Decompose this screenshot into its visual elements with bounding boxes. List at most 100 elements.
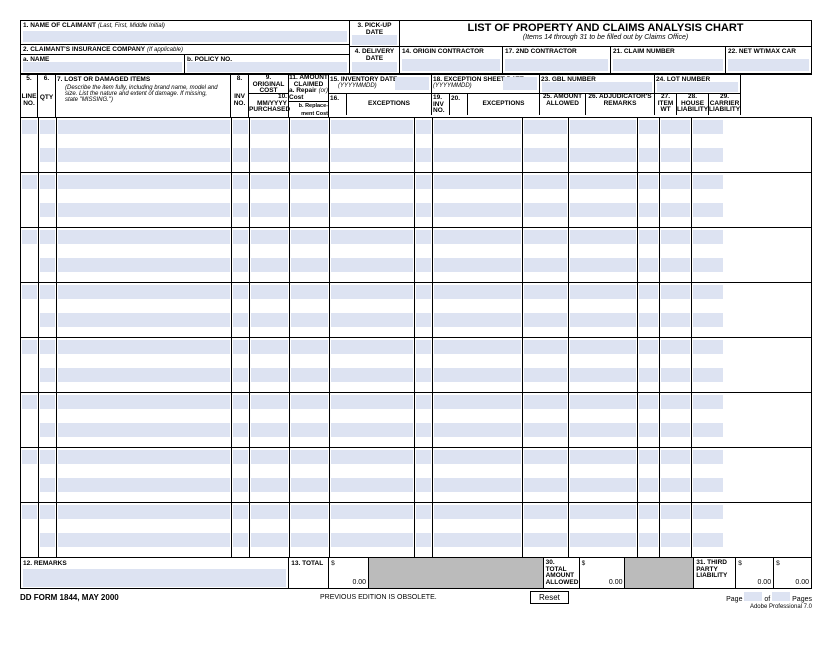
cell[interactable] bbox=[57, 118, 232, 172]
cell[interactable] bbox=[232, 173, 250, 227]
cell[interactable] bbox=[290, 393, 330, 447]
cell[interactable] bbox=[21, 503, 39, 557]
cell[interactable] bbox=[39, 173, 57, 227]
cell[interactable] bbox=[290, 283, 330, 337]
cell[interactable] bbox=[232, 283, 250, 337]
input-delivery[interactable] bbox=[352, 62, 397, 72]
cell[interactable] bbox=[21, 283, 39, 337]
input-page[interactable] bbox=[744, 592, 762, 601]
cell[interactable] bbox=[569, 503, 638, 557]
cell[interactable] bbox=[433, 118, 523, 172]
cell[interactable] bbox=[250, 173, 290, 227]
input-ins-name[interactable] bbox=[23, 62, 182, 72]
cell[interactable] bbox=[660, 393, 692, 447]
cell[interactable] bbox=[57, 448, 232, 502]
cell[interactable] bbox=[692, 118, 724, 172]
cell[interactable] bbox=[57, 173, 232, 227]
cell[interactable] bbox=[290, 118, 330, 172]
cell[interactable] bbox=[523, 173, 569, 227]
cell[interactable] bbox=[433, 228, 523, 282]
input-15[interactable] bbox=[395, 77, 429, 90]
cell[interactable] bbox=[39, 338, 57, 392]
cell[interactable] bbox=[660, 338, 692, 392]
cell[interactable] bbox=[660, 503, 692, 557]
cell[interactable] bbox=[57, 283, 232, 337]
cell[interactable] bbox=[660, 283, 692, 337]
cell[interactable] bbox=[21, 393, 39, 447]
cell[interactable] bbox=[638, 118, 660, 172]
cell[interactable] bbox=[569, 283, 638, 337]
cell[interactable] bbox=[433, 393, 523, 447]
cell[interactable] bbox=[433, 173, 523, 227]
cell[interactable] bbox=[569, 448, 638, 502]
cell[interactable] bbox=[569, 173, 638, 227]
cell[interactable] bbox=[39, 503, 57, 557]
cell[interactable] bbox=[290, 338, 330, 392]
cell[interactable] bbox=[330, 228, 415, 282]
input-pages[interactable] bbox=[772, 592, 790, 601]
input-pickup[interactable] bbox=[352, 35, 397, 45]
cell[interactable] bbox=[569, 393, 638, 447]
cell[interactable] bbox=[523, 393, 569, 447]
cell[interactable] bbox=[39, 393, 57, 447]
cell[interactable] bbox=[415, 503, 433, 557]
cell[interactable] bbox=[692, 228, 724, 282]
cell[interactable] bbox=[21, 228, 39, 282]
cell[interactable] bbox=[415, 173, 433, 227]
cell[interactable] bbox=[21, 118, 39, 172]
cell[interactable] bbox=[692, 173, 724, 227]
cell[interactable] bbox=[250, 503, 290, 557]
cell[interactable] bbox=[232, 503, 250, 557]
input-23[interactable] bbox=[542, 82, 652, 92]
cell[interactable] bbox=[523, 338, 569, 392]
cell[interactable] bbox=[330, 173, 415, 227]
cell[interactable] bbox=[330, 118, 415, 172]
cell[interactable] bbox=[638, 393, 660, 447]
cell[interactable] bbox=[433, 338, 523, 392]
cell[interactable] bbox=[523, 118, 569, 172]
input-24[interactable] bbox=[657, 82, 738, 92]
cell[interactable] bbox=[660, 228, 692, 282]
cell[interactable] bbox=[692, 338, 724, 392]
cell[interactable] bbox=[415, 393, 433, 447]
input-14[interactable] bbox=[402, 59, 500, 71]
cell[interactable] bbox=[250, 393, 290, 447]
cell[interactable] bbox=[415, 338, 433, 392]
cell[interactable] bbox=[232, 448, 250, 502]
cell[interactable] bbox=[290, 228, 330, 282]
cell[interactable] bbox=[250, 228, 290, 282]
cell[interactable] bbox=[232, 338, 250, 392]
cell[interactable] bbox=[569, 118, 638, 172]
cell[interactable] bbox=[21, 173, 39, 227]
cell[interactable] bbox=[660, 448, 692, 502]
cell[interactable] bbox=[660, 173, 692, 227]
reset-button[interactable]: Reset bbox=[530, 591, 569, 604]
cell[interactable] bbox=[692, 393, 724, 447]
cell[interactable] bbox=[415, 228, 433, 282]
cell[interactable] bbox=[232, 118, 250, 172]
cell[interactable] bbox=[21, 448, 39, 502]
cell[interactable] bbox=[692, 503, 724, 557]
cell[interactable] bbox=[415, 118, 433, 172]
cell[interactable] bbox=[638, 448, 660, 502]
input-12[interactable] bbox=[23, 569, 286, 587]
cell[interactable] bbox=[21, 338, 39, 392]
input-policy[interactable] bbox=[187, 62, 347, 72]
input-22[interactable] bbox=[728, 59, 809, 71]
cell[interactable] bbox=[232, 228, 250, 282]
cell[interactable] bbox=[569, 228, 638, 282]
cell[interactable] bbox=[638, 503, 660, 557]
cell[interactable] bbox=[39, 228, 57, 282]
cell[interactable] bbox=[433, 448, 523, 502]
cell[interactable] bbox=[39, 283, 57, 337]
cell[interactable] bbox=[569, 338, 638, 392]
input-claimant[interactable] bbox=[23, 31, 347, 42]
cell[interactable] bbox=[638, 283, 660, 337]
cell[interactable] bbox=[523, 503, 569, 557]
cell[interactable] bbox=[57, 338, 232, 392]
cell[interactable] bbox=[250, 118, 290, 172]
cell[interactable] bbox=[660, 118, 692, 172]
cell[interactable] bbox=[433, 503, 523, 557]
cell[interactable] bbox=[330, 283, 415, 337]
cell[interactable] bbox=[433, 283, 523, 337]
